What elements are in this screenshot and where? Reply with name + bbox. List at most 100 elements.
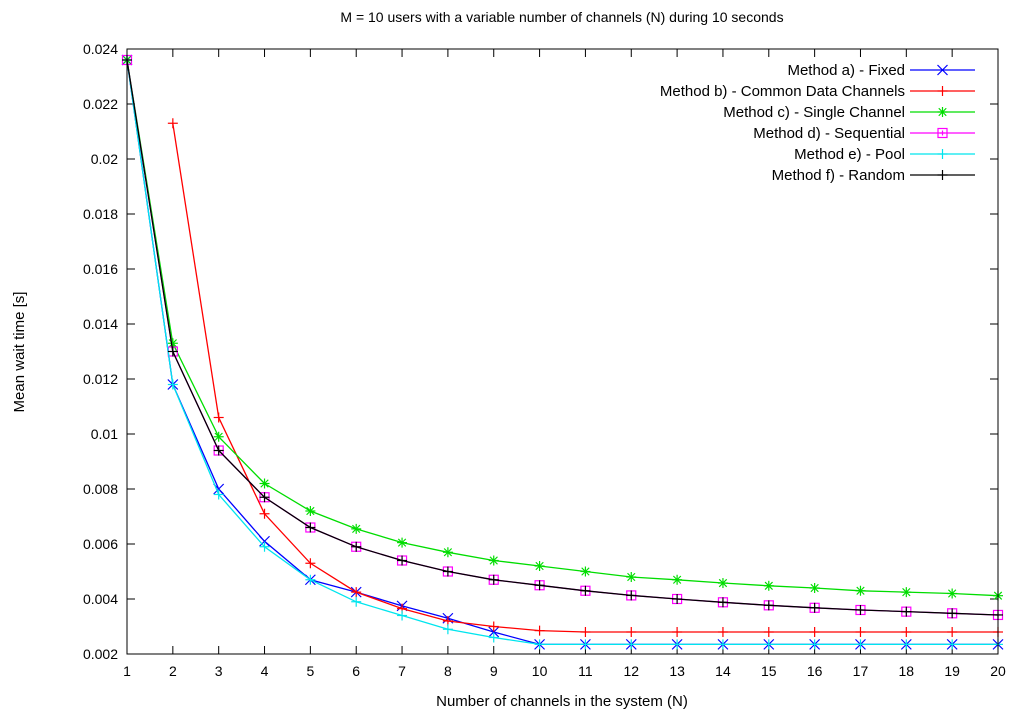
- data-point: [397, 610, 408, 621]
- y-tick-label: 0.006: [83, 536, 118, 552]
- data-point: [351, 523, 362, 534]
- data-point: [442, 566, 453, 577]
- legend-marker: [937, 127, 948, 139]
- axis-ticks: 1 2 3 4 5 6 7 8 9 10 11 12 13 14 15 16 17 18 19 200.0020.00…: [83, 41, 1006, 679]
- legend-label: Method a) - Fixed: [787, 62, 905, 79]
- data-point: [213, 489, 224, 500]
- data-point: [626, 627, 637, 637]
- data-point: [167, 379, 178, 390]
- data-point: [626, 572, 637, 582]
- x-tick-label: 5: [306, 663, 314, 679]
- legend-item: Method d) - Sequential: [753, 125, 975, 142]
- series-3: [122, 55, 1003, 601]
- chart-title: M = 10 users with a variable number of c…: [340, 9, 783, 25]
- data-point: [213, 412, 224, 423]
- data-point: [672, 627, 683, 637]
- legend-item: Method c) - Single Channel: [723, 104, 975, 121]
- data-point: [259, 492, 270, 503]
- data-point: [580, 639, 591, 650]
- plot-frame: [126, 48, 999, 655]
- series-line: [126, 59, 998, 646]
- data-point: [901, 606, 912, 617]
- data-point: [717, 639, 728, 650]
- legend-marker: [937, 107, 948, 117]
- series-6: [122, 55, 1003, 620]
- x-tick-label: 8: [444, 663, 452, 679]
- data-point: [717, 597, 728, 608]
- data-point: [855, 639, 866, 650]
- data-point: [442, 624, 453, 635]
- data-point: [397, 555, 408, 566]
- x-axis-label: Number of channels in the system (N): [436, 693, 688, 710]
- y-tick-label: 0.014: [83, 316, 118, 332]
- legend-item: Method f) - Random: [772, 167, 975, 184]
- data-point: [672, 639, 683, 650]
- legend-item: Method b) - Common Data Channels: [660, 83, 975, 100]
- data-point: [488, 632, 499, 643]
- data-point: [351, 541, 362, 552]
- data-point: [672, 574, 683, 585]
- y-tick-label: 0.022: [83, 96, 118, 112]
- x-tick-label: 18: [899, 663, 915, 679]
- data-point: [717, 578, 728, 589]
- legend-label: Method e) - Pool: [794, 146, 905, 163]
- data-point: [809, 583, 820, 593]
- data-point: [305, 522, 316, 533]
- data-point: [763, 600, 774, 611]
- x-tick-label: 13: [669, 663, 685, 679]
- data-point: [488, 626, 500, 638]
- data-point: [305, 574, 316, 585]
- x-tick-label: 2: [169, 663, 177, 679]
- series-line: [126, 59, 999, 597]
- data-point: [488, 555, 499, 566]
- data-point: [901, 587, 912, 598]
- x-tick-label: 12: [623, 663, 639, 679]
- data-point: [305, 558, 316, 569]
- data-point: [580, 627, 591, 637]
- x-tick-label: 10: [532, 663, 548, 679]
- y-tick-label: 0.024: [83, 41, 118, 57]
- data-point: [580, 585, 591, 596]
- legend-label: Method f) - Random: [772, 167, 905, 184]
- data-point: [855, 585, 866, 596]
- y-tick-label: 0.002: [83, 646, 118, 662]
- legend-label: Method d) - Sequential: [753, 125, 905, 142]
- data-point: [305, 506, 316, 516]
- series-line: [126, 59, 999, 616]
- data-point: [763, 639, 774, 650]
- data-point: [213, 431, 224, 442]
- y-tick-label: 0.008: [83, 481, 118, 497]
- legend-item: Method a) - Fixed: [787, 62, 975, 79]
- series-layer: [121, 54, 1004, 650]
- series-line: [172, 123, 998, 633]
- data-point: [809, 602, 820, 613]
- data-point: [351, 596, 362, 607]
- data-point: [855, 627, 866, 637]
- data-point: [763, 580, 774, 591]
- series-5: [122, 55, 1003, 650]
- data-point: [763, 627, 774, 637]
- data-point: [626, 639, 637, 650]
- data-point: [534, 625, 545, 636]
- x-tick-label: 11: [578, 663, 593, 679]
- data-point: [167, 118, 178, 129]
- data-point: [167, 346, 178, 357]
- data-point: [855, 605, 866, 615]
- data-point: [259, 508, 270, 519]
- y-tick-label: 0.004: [83, 591, 118, 607]
- legend-marker: [937, 170, 948, 180]
- x-tick-label: 7: [398, 663, 406, 679]
- data-point: [488, 574, 499, 585]
- y-tick-label: 0.01: [91, 426, 118, 442]
- x-tick-label: 17: [853, 663, 869, 679]
- data-point: [901, 639, 912, 650]
- legend-marker: [937, 86, 948, 96]
- legend-label: Method c) - Single Channel: [723, 104, 905, 121]
- y-axis-label: Mean wait time [s]: [11, 292, 28, 413]
- data-point: [947, 639, 958, 650]
- x-tick-label: 9: [490, 663, 498, 679]
- y-tick-label: 0.02: [91, 151, 118, 167]
- x-tick-label: 14: [715, 663, 731, 679]
- data-point: [947, 627, 958, 637]
- data-point: [626, 590, 637, 601]
